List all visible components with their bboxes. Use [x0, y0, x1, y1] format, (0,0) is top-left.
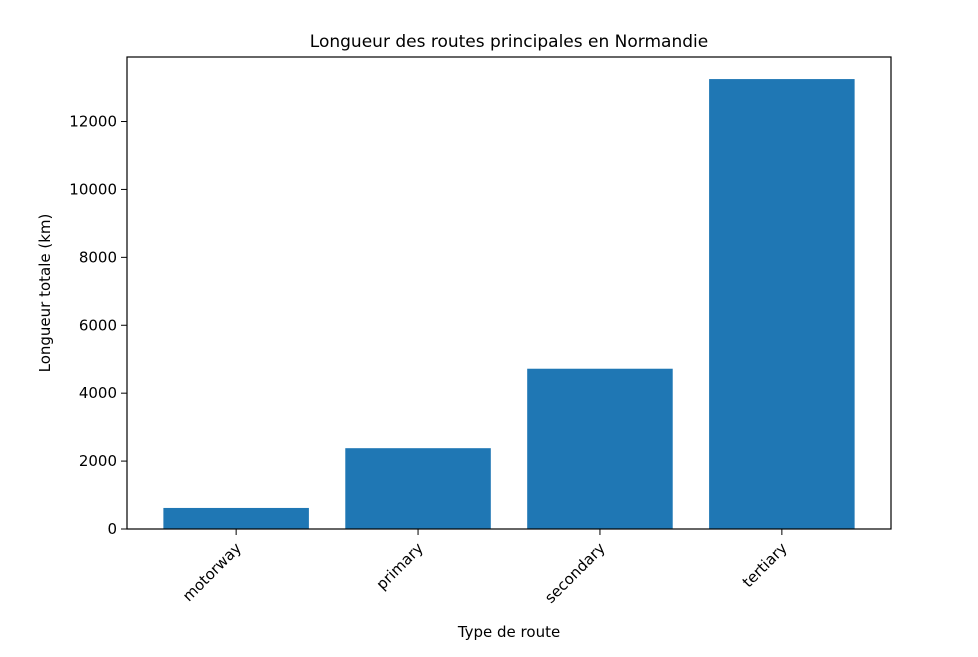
- x-tick-label-secondary: secondary: [541, 539, 609, 607]
- bar-secondary: [527, 368, 673, 529]
- x-tick-label-tertiary: tertiary: [739, 539, 791, 591]
- x-tick-label-primary: primary: [373, 539, 427, 593]
- y-tick-label-4000: 4000: [79, 384, 117, 402]
- chart-title: Longueur des routes principales en Norma…: [310, 32, 708, 52]
- y-axis: 0 2000 4000 6000 8000 10000 12000: [69, 113, 127, 538]
- bar-motorway: [163, 507, 309, 529]
- y-tick-label-0: 0: [107, 520, 117, 538]
- x-axis: motorway primary secondary tertiary: [179, 529, 791, 607]
- y-tick-label-10000: 10000: [69, 180, 117, 198]
- bars-group: [163, 79, 855, 529]
- y-tick-label-12000: 12000: [69, 113, 117, 131]
- y-tick-label-6000: 6000: [79, 316, 117, 334]
- bar-primary: [345, 448, 491, 529]
- y-tick-label-2000: 2000: [79, 452, 117, 470]
- plot-frame: [126, 56, 892, 530]
- y-axis-label: Longueur totale (km): [36, 214, 54, 373]
- x-axis-label: Type de route: [457, 623, 560, 641]
- bar-tertiary: [709, 79, 855, 529]
- x-tick-label-motorway: motorway: [179, 539, 245, 605]
- y-tick-label-8000: 8000: [79, 248, 117, 266]
